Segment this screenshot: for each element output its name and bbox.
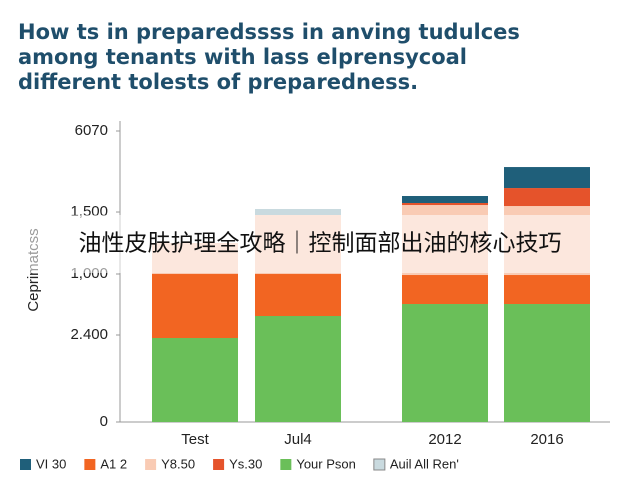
bar-segment (504, 304, 590, 422)
y-tick-label: 0 (100, 413, 108, 430)
legend-swatch (213, 459, 225, 470)
x-tick-label: Jul4 (284, 431, 312, 448)
legend-swatch (280, 459, 292, 470)
banner-text: 油性皮肤护理全攻略｜控制面部出油的核心技巧 (79, 231, 562, 257)
x-tick-label: 2012 (428, 431, 461, 448)
legend-label: VI 30 (36, 456, 66, 471)
y-tick-label: 6070 (75, 122, 108, 139)
bar-segment (152, 274, 238, 339)
bar-segment (504, 188, 590, 207)
bar-segment (402, 304, 488, 422)
chart-title: different tolests of preparedness. (18, 70, 418, 94)
chart-title: among tenants with lass elprensycoal (18, 45, 467, 69)
bar-segment (504, 275, 590, 305)
y-tick-label: 2.400 (70, 326, 108, 343)
legend-swatch (20, 459, 31, 470)
legend-label: A1 2 (100, 456, 127, 471)
bar-segment (152, 338, 238, 422)
banner-bg (0, 215, 640, 273)
bar-segment (504, 167, 590, 189)
bar-segment (255, 316, 341, 422)
x-tick-label: Test (181, 431, 209, 448)
legend-label: Auil All Ren' (390, 456, 459, 471)
legend-label: Ys.30 (229, 456, 262, 471)
bar-segment (402, 203, 488, 206)
legend-swatch (373, 458, 386, 471)
bar-segment (255, 274, 341, 317)
x-tick-label: 2016 (530, 431, 563, 448)
bar-segment (255, 208, 341, 215)
legend-label: Y8.50 (161, 456, 195, 471)
bar-segment (402, 275, 488, 305)
bar-segment (402, 196, 488, 204)
chart-title: How ts in preparedssss in anving tudulce… (18, 20, 520, 44)
legend-swatch (84, 459, 96, 470)
legend-label: Your Pson (296, 456, 356, 471)
legend-swatch (145, 459, 157, 470)
